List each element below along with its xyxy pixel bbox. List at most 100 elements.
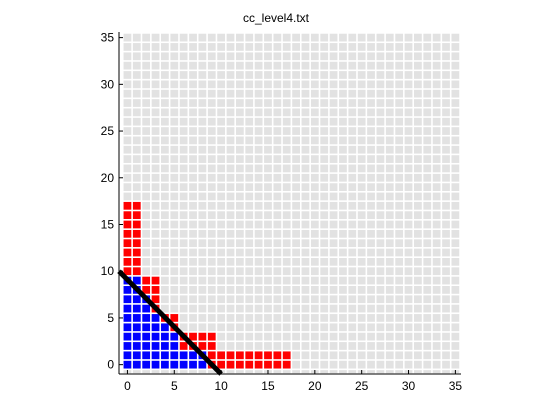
- grid-cell: [348, 323, 357, 332]
- grid-cell: [357, 229, 366, 238]
- grid-cell: [170, 52, 179, 61]
- grid-cell: [385, 145, 394, 154]
- grid-cell: [414, 332, 422, 341]
- grid-cell: [301, 108, 310, 117]
- grid-cell: [226, 304, 235, 313]
- grid-cell: [282, 314, 291, 322]
- grid-cell: [161, 304, 169, 313]
- grid-cell: [395, 360, 404, 369]
- data-cell: [142, 304, 151, 313]
- grid-cell: [207, 173, 216, 182]
- grid-cell: [339, 267, 347, 276]
- grid-cell: [423, 136, 432, 145]
- grid-cell: [301, 192, 310, 201]
- grid-cell: [385, 108, 394, 117]
- grid-cell: [376, 173, 385, 182]
- grid-cell: [235, 80, 244, 89]
- grid-cell: [207, 276, 216, 285]
- grid-cell: [282, 33, 291, 42]
- grid-cell: [207, 267, 216, 276]
- grid-cell: [385, 229, 394, 238]
- grid-cell: [235, 248, 244, 257]
- grid-cell: [385, 33, 394, 42]
- grid-cell: [189, 295, 197, 304]
- grid-cell: [264, 220, 272, 229]
- grid-cell: [442, 71, 450, 79]
- grid-cell: [432, 99, 441, 107]
- grid-cell: [451, 211, 460, 220]
- grid-cell: [376, 127, 385, 135]
- grid-cell: [132, 164, 141, 173]
- boundary-line-group: [117, 269, 223, 376]
- grid-cell: [432, 323, 441, 332]
- grid-cell: [310, 314, 319, 322]
- grid-cell: [282, 99, 291, 107]
- grid-cell: [432, 117, 441, 126]
- grid-cell: [179, 61, 188, 70]
- grid-cell: [357, 173, 366, 182]
- grid-cell: [292, 43, 300, 51]
- grid-cell: [320, 61, 329, 70]
- grid-cell: [292, 286, 300, 294]
- grid-cell: [348, 43, 357, 51]
- grid-cell: [264, 61, 272, 70]
- grid-cell: [301, 173, 310, 182]
- grid-cell: [310, 80, 319, 89]
- grid-cell: [301, 257, 310, 266]
- grid-cell: [282, 276, 291, 285]
- grid-cell: [161, 201, 169, 210]
- grid-cell: [198, 108, 207, 117]
- grid-cell: [245, 155, 254, 163]
- grid-cell: [282, 239, 291, 248]
- grid-cell: [310, 136, 319, 145]
- grid-cell: [273, 183, 282, 191]
- grid-cell: [264, 33, 272, 42]
- grid-cell: [320, 257, 329, 266]
- grid-cell: [320, 323, 329, 332]
- grid-cell: [357, 192, 366, 201]
- grid-cell: [179, 201, 188, 210]
- grid-cell: [348, 220, 357, 229]
- grid-cell: [451, 183, 460, 191]
- grid-cell: [310, 127, 319, 135]
- grid-cell: [301, 370, 310, 374]
- grid-cell: [310, 342, 319, 350]
- grid-cell: [395, 257, 404, 266]
- grid-cell: [339, 276, 347, 285]
- grid-cell: [376, 304, 385, 313]
- grid-cell: [348, 342, 357, 350]
- grid-cell: [217, 145, 226, 154]
- grid-cell: [348, 108, 357, 117]
- grid-cell: [301, 52, 310, 61]
- grid-cell: [264, 192, 272, 201]
- grid-cell: [385, 370, 394, 374]
- grid-cell: [161, 71, 169, 79]
- grid-cell: [170, 267, 179, 276]
- grid-cell: [161, 229, 169, 238]
- grid-cell: [282, 61, 291, 70]
- grid-cell: [245, 108, 254, 117]
- grid-cell: [245, 239, 254, 248]
- grid-cell: [301, 276, 310, 285]
- grid-cell: [404, 342, 413, 350]
- grid-cell: [423, 33, 432, 42]
- data-cell: [132, 342, 141, 350]
- grid-cell: [385, 164, 394, 173]
- grid-cell: [414, 192, 422, 201]
- data-cell: [282, 351, 291, 360]
- x-tick-label: 30: [402, 379, 416, 393]
- grid-cell: [310, 211, 319, 220]
- grid-cell: [404, 71, 413, 79]
- grid-cell: [301, 164, 310, 173]
- grid-cell: [367, 342, 375, 350]
- grid-cell: [329, 295, 338, 304]
- grid-cell: [151, 61, 160, 70]
- grid-cell: [301, 351, 310, 360]
- grid-cell: [161, 43, 169, 51]
- grid-cell: [310, 52, 319, 61]
- grid-cell: [151, 80, 160, 89]
- grid-cell: [320, 99, 329, 107]
- grid-cell: [179, 295, 188, 304]
- grid-cell: [264, 323, 272, 332]
- grid-cell: [282, 304, 291, 313]
